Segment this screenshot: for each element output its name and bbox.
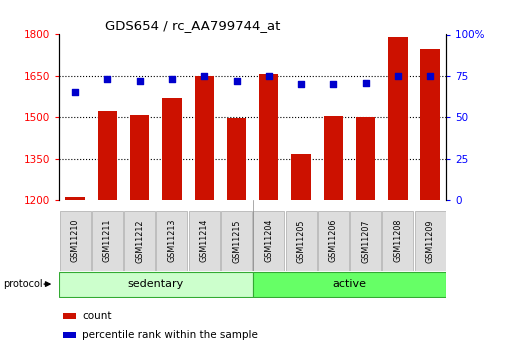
FancyBboxPatch shape xyxy=(92,211,123,271)
FancyBboxPatch shape xyxy=(189,211,220,271)
FancyBboxPatch shape xyxy=(221,211,252,271)
Point xyxy=(200,73,208,79)
FancyBboxPatch shape xyxy=(59,272,252,297)
Bar xyxy=(259,74,279,200)
Text: GSM11209: GSM11209 xyxy=(426,219,435,263)
Bar xyxy=(97,111,117,200)
Text: GDS654 / rc_AA799744_at: GDS654 / rc_AA799744_at xyxy=(106,19,281,32)
Point xyxy=(232,78,241,83)
FancyBboxPatch shape xyxy=(124,211,155,271)
Bar xyxy=(162,98,182,200)
Text: GSM11215: GSM11215 xyxy=(232,219,241,263)
Bar xyxy=(388,37,407,200)
Text: sedentary: sedentary xyxy=(128,279,184,289)
FancyBboxPatch shape xyxy=(350,211,381,271)
Text: percentile rank within the sample: percentile rank within the sample xyxy=(82,330,258,340)
Text: GSM11214: GSM11214 xyxy=(200,219,209,263)
Text: protocol: protocol xyxy=(3,279,43,289)
Text: active: active xyxy=(332,279,366,289)
FancyBboxPatch shape xyxy=(382,211,413,271)
Bar xyxy=(194,77,214,200)
FancyBboxPatch shape xyxy=(286,211,317,271)
Text: GSM11210: GSM11210 xyxy=(71,219,80,263)
Point xyxy=(297,81,305,87)
Point xyxy=(103,77,111,82)
FancyBboxPatch shape xyxy=(156,211,187,271)
Bar xyxy=(227,118,246,200)
Text: GSM11208: GSM11208 xyxy=(393,219,402,263)
Text: GSM11206: GSM11206 xyxy=(329,219,338,263)
Text: GSM11211: GSM11211 xyxy=(103,219,112,263)
Point xyxy=(135,78,144,83)
Text: GSM11204: GSM11204 xyxy=(264,219,273,263)
Bar xyxy=(66,197,85,200)
FancyBboxPatch shape xyxy=(253,211,284,271)
Point xyxy=(71,90,79,95)
Point xyxy=(394,73,402,79)
Text: GSM11207: GSM11207 xyxy=(361,219,370,263)
Point xyxy=(329,81,338,87)
FancyBboxPatch shape xyxy=(60,211,91,271)
Point xyxy=(362,80,370,85)
Point xyxy=(426,73,435,79)
Bar xyxy=(324,116,343,200)
Point xyxy=(168,77,176,82)
Bar xyxy=(356,117,376,200)
FancyBboxPatch shape xyxy=(415,211,446,271)
FancyBboxPatch shape xyxy=(252,272,446,297)
Bar xyxy=(421,49,440,200)
Bar xyxy=(63,332,76,338)
Bar xyxy=(63,313,76,319)
Text: GSM11205: GSM11205 xyxy=(297,219,306,263)
FancyBboxPatch shape xyxy=(318,211,349,271)
Bar xyxy=(291,154,311,200)
Point xyxy=(265,73,273,79)
Text: count: count xyxy=(82,311,112,321)
Bar xyxy=(130,115,149,200)
Text: GSM11213: GSM11213 xyxy=(167,219,176,263)
Text: GSM11212: GSM11212 xyxy=(135,219,144,263)
